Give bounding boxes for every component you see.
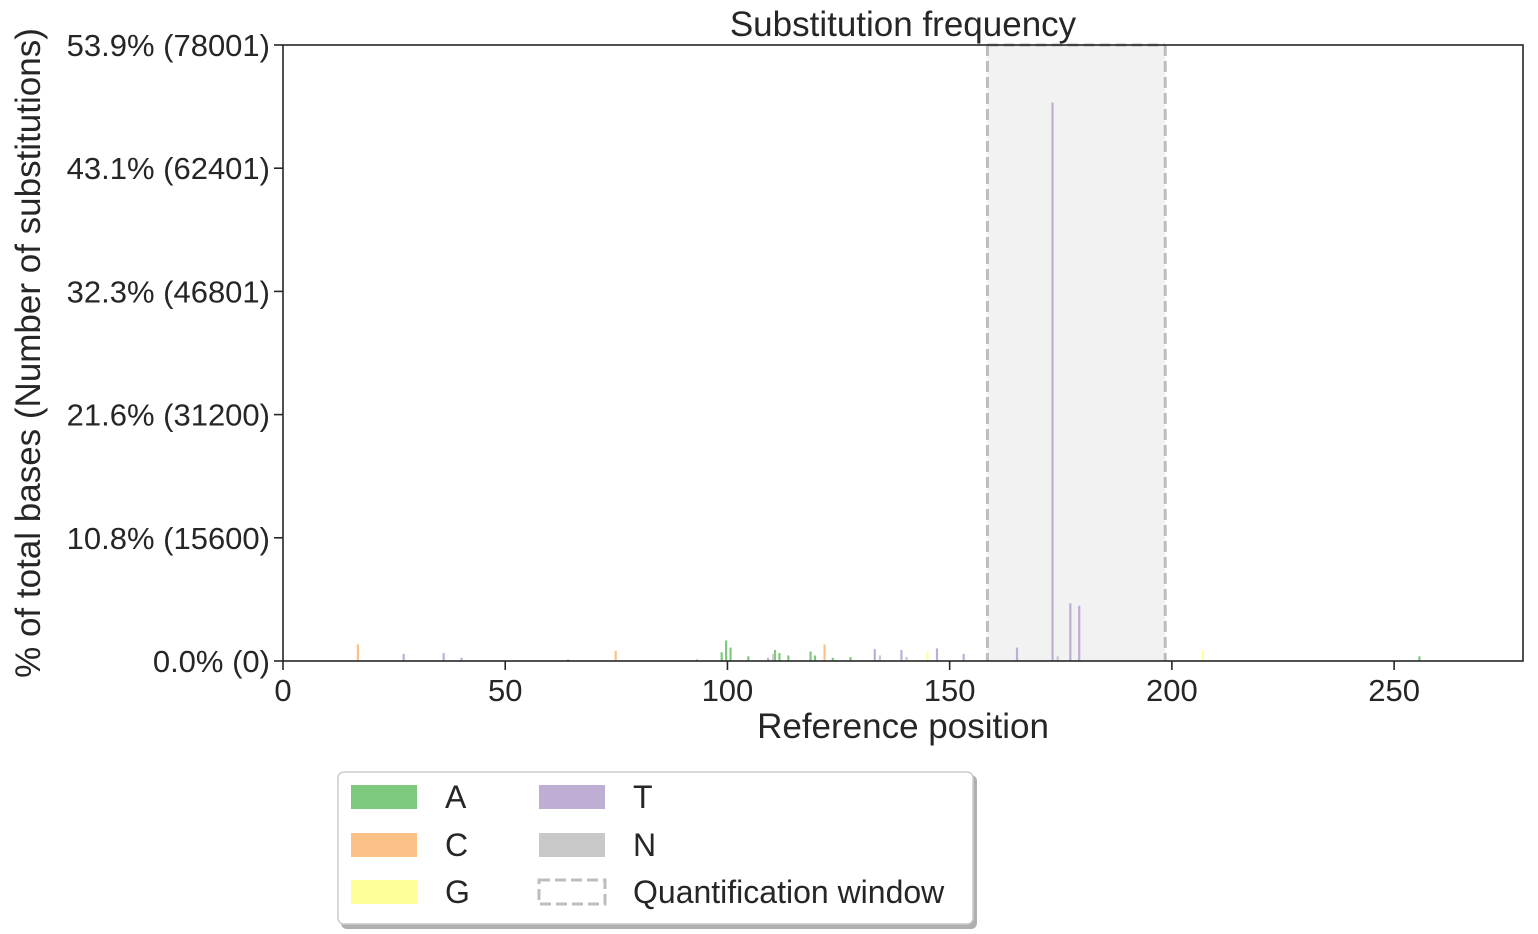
bar-A-0: [725, 640, 728, 661]
legend-swatch-N: [539, 833, 605, 857]
bar-G-0: [926, 652, 929, 661]
bar-T-11: [1051, 102, 1054, 661]
bar-N-1: [878, 655, 881, 661]
bar-A-5: [778, 653, 781, 661]
legend-swatch-C: [351, 833, 417, 857]
bar-C-2: [823, 644, 826, 661]
bar-T-2: [460, 657, 463, 661]
bars-layer: [356, 102, 1421, 661]
legend-label: C: [445, 827, 468, 863]
chart-title: Substitution frequency: [730, 5, 1077, 44]
legend-box: [337, 771, 974, 925]
axes-layer: [282, 44, 1524, 662]
bar-T-7: [900, 649, 903, 661]
legend-label: T: [633, 779, 653, 815]
legend-swatch-T: [539, 785, 605, 809]
bar-T-10: [1015, 647, 1019, 661]
plot-frame: [282, 44, 1524, 662]
bar-T-5: [767, 657, 770, 661]
bar-T-6: [873, 649, 876, 661]
x-axis-title: Reference position: [757, 707, 1049, 746]
x-tick-label: 150: [924, 673, 976, 708]
legend-swatch-quantification-window: [537, 878, 607, 906]
legend: ACG TN Quantification window: [337, 771, 977, 929]
bar-A-7: [809, 651, 812, 661]
legend-label: Quantification window: [633, 874, 945, 910]
bar-A-1: [729, 647, 732, 661]
bar-N-3: [1056, 656, 1059, 661]
legend-swatch-A: [351, 785, 417, 809]
bar-A-4: [773, 649, 777, 661]
bar-A-3: [747, 656, 750, 661]
legend-label: A: [445, 779, 467, 815]
y-ticks-layer: 0.0% (0) 10.8% (15600) 21.6% (31200) 32.3% …: [67, 28, 283, 679]
x-tick-label: 200: [1146, 673, 1198, 708]
y-tick-label: 10.8% (15600): [67, 521, 270, 556]
y-tick-label: 53.9% (78001): [67, 28, 270, 63]
bar-A-2: [720, 652, 723, 661]
bar-A-8: [813, 655, 817, 661]
bar-N-0: [772, 653, 775, 661]
bar-N-2: [905, 657, 908, 661]
y-tick-label: 21.6% (31200): [67, 398, 270, 433]
x-ticks-layer: 0 50 100 150 200 250: [274, 661, 1420, 708]
legend-label: G: [445, 874, 470, 910]
x-tick-label: 250: [1368, 673, 1420, 708]
x-tick-label: 100: [702, 673, 754, 708]
bar-T-8: [935, 648, 939, 661]
y-tick-label: 0.0% (0): [153, 644, 270, 679]
bar-C-0: [356, 644, 359, 661]
bar-A-9: [831, 657, 834, 661]
bar-T-12: [1069, 603, 1072, 661]
bar-T-0: [402, 653, 405, 661]
bar-T-1: [442, 653, 445, 661]
quantification-window-fill: [987, 45, 1166, 661]
y-tick-label: 32.3% (46801): [67, 274, 270, 309]
bar-A-11: [1418, 656, 1421, 661]
bar-T-9: [962, 653, 965, 661]
bar-T-13: [1078, 605, 1081, 661]
y-axis-title: % of total bases (Number of substitution…: [9, 28, 48, 678]
legend-swatch-G: [351, 880, 417, 904]
quantification-window-layer: [985, 43, 1167, 661]
bar-A-6: [787, 655, 790, 661]
x-tick-label: 50: [488, 673, 522, 708]
y-tick-label: 43.1% (62401): [67, 151, 270, 186]
bar-A-10: [849, 657, 852, 661]
bar-C-1: [614, 650, 617, 661]
legend-label: N: [633, 827, 656, 863]
x-tick-label: 0: [274, 673, 291, 708]
bar-G-1: [1201, 650, 1205, 661]
